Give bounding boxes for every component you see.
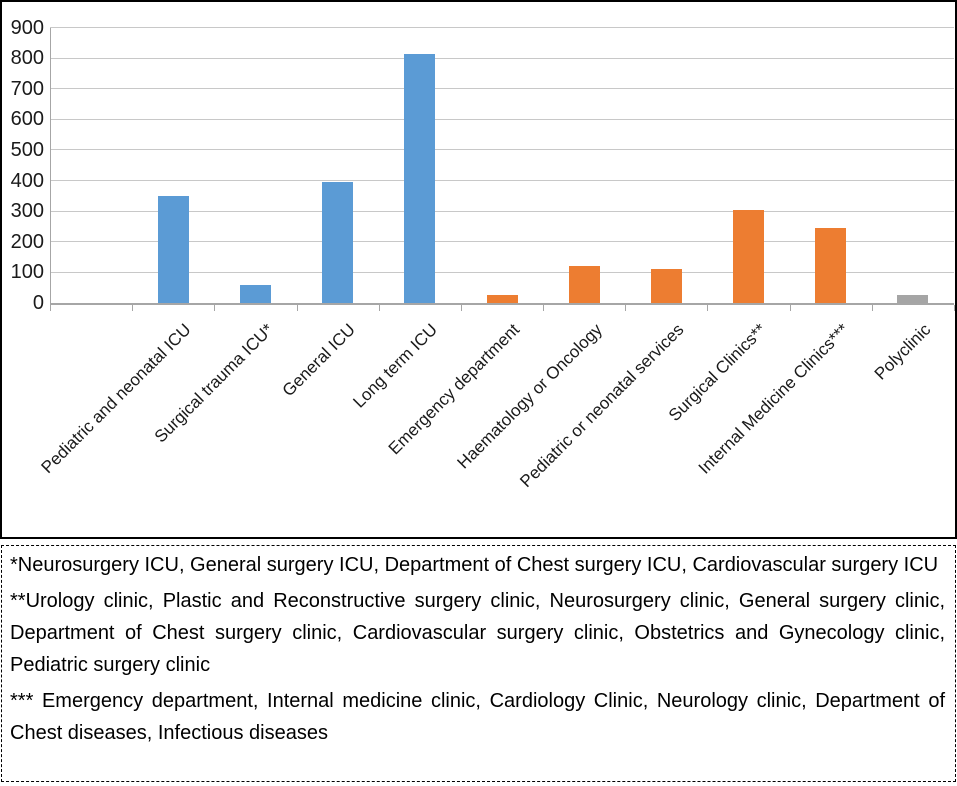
bar-chart: 0 100 200 300 400 500 600 700 800 900 Pediatric a… (0, 0, 957, 539)
axis-tick (378, 305, 380, 311)
y-axis-label: 0 (32, 292, 44, 314)
x-axis-label-pediatric-or-neonatal-services: Pediatric or neonatal services (516, 320, 688, 492)
bar-pediatric-and-neonatal-icu (157, 195, 189, 303)
y-axis-label: 200 (10, 230, 44, 253)
bar-internal-medicine-clinics (815, 228, 847, 303)
bar-long-term-icu (404, 53, 436, 303)
y-axis-label: 700 (10, 77, 44, 100)
x-axis-line (50, 303, 954, 305)
axis-tick (625, 305, 627, 311)
gridline (50, 57, 954, 59)
axis-tick (954, 305, 955, 311)
gridline (50, 88, 954, 90)
gridline (50, 210, 954, 212)
bar-general-icu (322, 182, 354, 303)
gridline (50, 27, 954, 28)
gridline (50, 118, 954, 120)
axis-tick (296, 305, 298, 311)
y-axis-line (50, 27, 51, 309)
y-axis-label: 600 (10, 108, 44, 131)
y-axis-label: 400 (10, 169, 44, 192)
gridline (50, 241, 954, 243)
x-axis-label-general-icu: General ICU (278, 320, 360, 401)
footnote-2: **Urology clinic, Plastic and Reconstruc… (10, 590, 945, 676)
y-axis-label: 500 (10, 138, 44, 161)
bar-haematology-or-oncology (568, 266, 600, 303)
gridline (50, 180, 954, 182)
axis-tick (460, 305, 462, 311)
gridline (50, 149, 954, 151)
x-axis-label-haematology-or-oncology: Haematology or Oncology (453, 320, 606, 473)
x-axis-label-internal-medicine-clinics: Internal Medicine Clinics*** (694, 320, 853, 478)
axis-tick (871, 305, 873, 311)
x-axis-label-pediatric-and-neonatal-icu: Pediatric and neonatal ICU (37, 320, 195, 478)
axis-tick (789, 305, 791, 311)
gridline (50, 271, 954, 273)
axis-tick (50, 305, 51, 311)
axis-tick (543, 305, 545, 311)
bar-surgical-clinics (733, 209, 765, 303)
footnote-1: *Neurosurgery ICU, General surgery ICU, … (10, 554, 939, 576)
axis-tick (214, 305, 216, 311)
bar-pediatric-or-neonatal-services (650, 269, 682, 303)
x-axis-label-long-term-icu: Long term ICU (349, 320, 442, 412)
y-axis-label: 100 (10, 261, 44, 284)
y-axis-label: 900 (10, 16, 44, 39)
bar-polyclinic (897, 295, 929, 303)
y-axis-label: 800 (10, 47, 44, 70)
y-axis-label: 300 (10, 200, 44, 223)
footnote-box: *Neurosurgery ICU, General surgery ICU, … (1, 545, 956, 782)
footnote-3: *** Emergency department, Internal medic… (10, 690, 945, 744)
axis-tick (707, 305, 709, 311)
bar-emergency-department (486, 295, 518, 303)
x-axis-label-polyclinic: Polyclinic (870, 320, 935, 384)
axis-tick (132, 305, 134, 311)
bar-surgical-trauma-icu (239, 284, 271, 303)
